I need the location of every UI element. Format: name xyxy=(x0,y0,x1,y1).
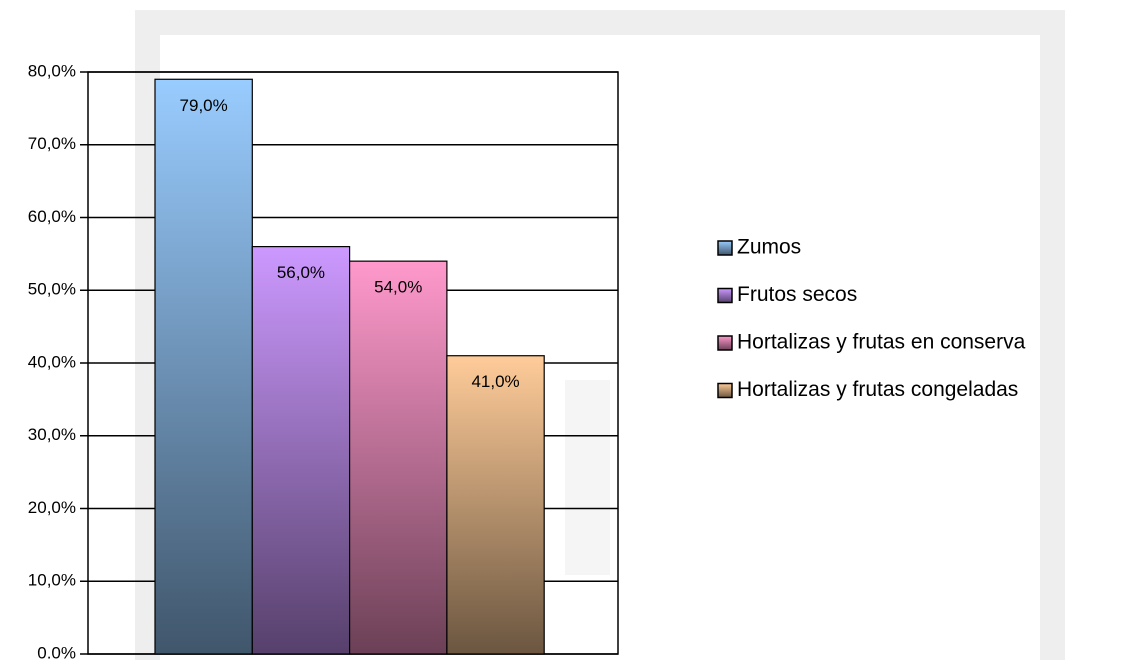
bar xyxy=(154,78,253,655)
bar xyxy=(349,260,448,655)
watermark-letter xyxy=(565,380,610,575)
data-label: 56,0% xyxy=(277,263,325,282)
data-label: 54,0% xyxy=(374,278,422,297)
legend-swatch xyxy=(717,287,733,304)
legend-label: Hortalizas y frutas en conserva xyxy=(737,331,1026,354)
legend-label: Hortalizas y frutas congeladas xyxy=(737,378,1018,401)
legend-label: Zumos xyxy=(737,236,801,259)
y-tick-label: 60,0% xyxy=(28,207,76,226)
y-tick-label: 10,0% xyxy=(28,571,76,590)
y-tick-label: 40,0% xyxy=(28,352,76,371)
bar xyxy=(251,246,351,655)
y-tick-label: 30,0% xyxy=(28,425,76,444)
data-label: 79,0% xyxy=(180,96,228,115)
y-tick-label: 70,0% xyxy=(28,134,76,153)
y-tick-label: 0.0% xyxy=(37,643,76,660)
y-tick-label: 20,0% xyxy=(28,498,76,517)
legend-swatch xyxy=(717,240,733,256)
legend-swatch xyxy=(717,382,733,399)
y-tick-label: 80,0% xyxy=(28,61,76,80)
y-tick-label: 50,0% xyxy=(28,280,76,299)
legend-swatch xyxy=(717,335,733,351)
data-label: 41,0% xyxy=(471,372,519,391)
legend-label: Frutos secos xyxy=(737,283,857,306)
bar xyxy=(446,355,545,655)
